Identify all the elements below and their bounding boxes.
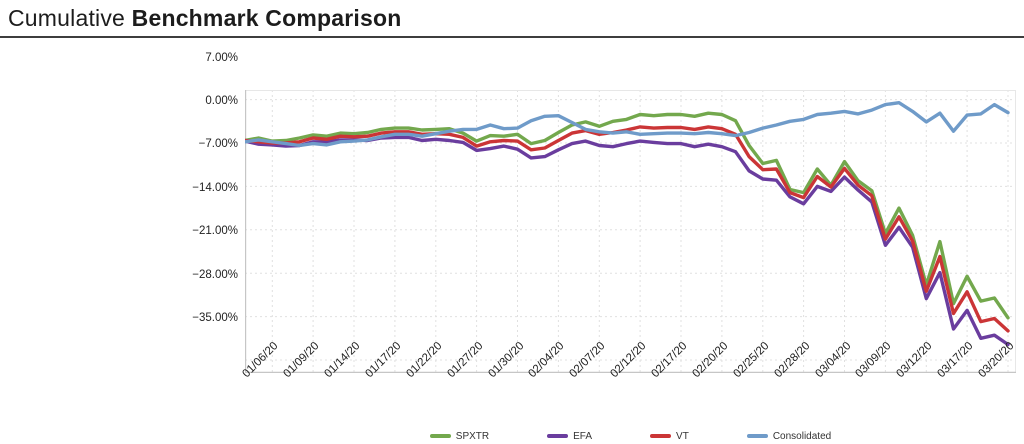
page-title-emphasis: Benchmark Comparison: [131, 5, 402, 31]
y-axis-tick-label: 7.00%: [205, 51, 238, 64]
chart-line-vt[interactable]: [245, 125, 1010, 333]
plot-area[interactable]: [245, 90, 1016, 373]
legend-item-spxtr[interactable]: SPXTR: [429, 430, 490, 442]
y-axis-tick-label: −28.00%: [192, 268, 238, 281]
legend-swatch-spxtr: [429, 434, 451, 438]
y-axis-tick-label: −7.00%: [198, 138, 238, 151]
page-title: Cumulative Benchmark Comparison: [8, 5, 1018, 32]
y-axis-tick-label: 0.00%: [205, 95, 238, 107]
legend-swatch-efa: [547, 434, 569, 438]
benchmark-comparison-chart: 7.00% 0.00% −7.00% −14.00% −21.00% −28.00% −35…: [0, 42, 1024, 442]
legend-label: Consolidated: [772, 430, 832, 442]
y-axis-tick-label: −14.00%: [192, 181, 238, 194]
legend-item-vt[interactable]: VT: [650, 431, 689, 442]
legend-label: SPXTR: [455, 430, 490, 442]
title-divider: [0, 36, 1024, 38]
legend-label: EFA: [573, 430, 593, 442]
legend-swatch-consolidated: [746, 434, 768, 438]
legend-label: VT: [676, 430, 689, 442]
page-title-prefix: Cumulative: [8, 5, 132, 31]
chart-line-efa[interactable]: [245, 135, 1010, 347]
chart-line-consolidated[interactable]: [245, 100, 1010, 148]
legend: SPXTR EFA VT Consolidated: [245, 428, 1016, 444]
legend-item-consolidated[interactable]: Consolidated: [746, 430, 832, 442]
y-axis-tick-label: −35.00%: [192, 312, 238, 324]
benchmark-report-page: { "title": { "prefix": "Cumulative ", "e…: [0, 5, 1024, 442]
y-axis-tick-label: −21.00%: [192, 225, 238, 238]
legend-swatch-vt: [650, 434, 672, 438]
legend-item-efa[interactable]: EFA: [547, 431, 592, 442]
